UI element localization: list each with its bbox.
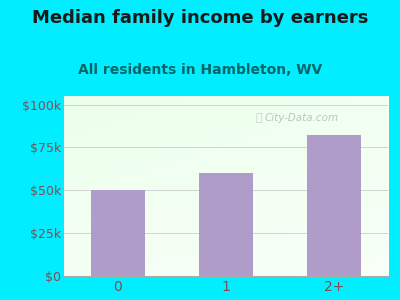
Text: All residents in Hambleton, WV: All residents in Hambleton, WV xyxy=(78,63,322,77)
Bar xyxy=(91,190,145,276)
Bar xyxy=(199,173,253,276)
Text: Ⓠ: Ⓠ xyxy=(255,112,262,123)
Text: Median family income by earners: Median family income by earners xyxy=(32,9,368,27)
Text: City-Data.com: City-Data.com xyxy=(265,112,339,123)
Bar xyxy=(307,135,361,276)
